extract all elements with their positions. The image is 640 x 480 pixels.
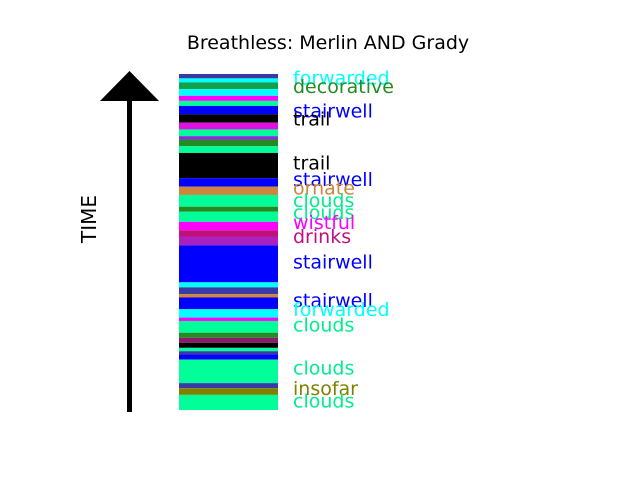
timeline-segment: [179, 236, 278, 246]
timeline-segment: [179, 337, 278, 343]
timeline-segment: [179, 78, 278, 83]
timeline-segment: [179, 146, 278, 153]
segment-label: insofar: [293, 378, 358, 400]
timeline-segment: [179, 221, 278, 231]
segment-label: clouds: [293, 314, 354, 336]
segment-label: decorative: [293, 76, 394, 98]
timeline-segment: [179, 287, 278, 295]
segment-label: stairwell: [293, 169, 373, 191]
timeline-segment: [179, 332, 278, 338]
timeline-segment: [179, 351, 278, 355]
timeline-segment: [179, 245, 278, 283]
y-axis-label: TIME: [77, 195, 101, 244]
timeline-segment: [179, 100, 278, 106]
timeline-segment: [179, 294, 278, 298]
segment-label: clouds: [293, 190, 354, 212]
timeline-segment: [179, 186, 278, 195]
timeline-segment: [179, 359, 278, 384]
time-arrow: [100, 71, 159, 412]
timeline-segment: [179, 309, 278, 318]
timeline-segment: [179, 178, 278, 187]
segment-label: forwarded: [293, 67, 390, 89]
timeline-segment: [179, 194, 278, 207]
chart-title: Breathless: Merlin AND Grady: [187, 32, 469, 54]
timeline-segment: [179, 74, 278, 79]
timeline-segment: [179, 354, 278, 360]
timeline-segment: [179, 122, 278, 130]
timeline-segment: [179, 342, 278, 348]
timeline-segment: [179, 82, 278, 90]
timeline-segment: [179, 317, 278, 321]
segment-label: wistful: [293, 212, 355, 234]
segment-label: clouds: [293, 357, 354, 379]
segment-label: clouds: [293, 202, 354, 224]
segment-label: trail: [293, 109, 330, 131]
timeline-segment: [179, 105, 278, 115]
segment-label: clouds: [293, 391, 354, 413]
segment-label: drinks: [293, 226, 351, 248]
time-arrow-head: [100, 71, 159, 101]
timeline-segment: [179, 152, 278, 179]
timeline-segment: [179, 230, 278, 237]
segment-label: stairwell: [293, 100, 373, 122]
timeline-segment: [179, 136, 278, 140]
timeline-segment: [179, 211, 278, 222]
timeline-segment: [179, 394, 278, 410]
timeline-segment: [179, 282, 278, 288]
segment-label: stairwell: [293, 290, 373, 312]
timeline-segment: [179, 129, 278, 137]
time-arrow-shaft: [127, 97, 132, 412]
timeline-segment: [179, 383, 278, 389]
timeline-segment: [179, 114, 278, 123]
segment-labels: forwardeddecorativestairwelltrailtrailst…: [293, 67, 394, 412]
timeline-segment: [179, 347, 278, 352]
timeline-bar: [179, 74, 278, 410]
timeline-segment: [179, 89, 278, 96]
timeline-segment: [179, 206, 278, 212]
segment-label: ornate: [293, 178, 355, 200]
timeline-segment: [179, 297, 278, 310]
segment-label: forwarded: [293, 299, 390, 321]
segment-label: trail: [293, 153, 330, 175]
timeline-segment: [179, 139, 278, 147]
segment-label: stairwell: [293, 251, 373, 273]
timeline-segment: [179, 320, 278, 333]
timeline-segment: [179, 388, 278, 395]
timeline-segment: [179, 95, 278, 101]
